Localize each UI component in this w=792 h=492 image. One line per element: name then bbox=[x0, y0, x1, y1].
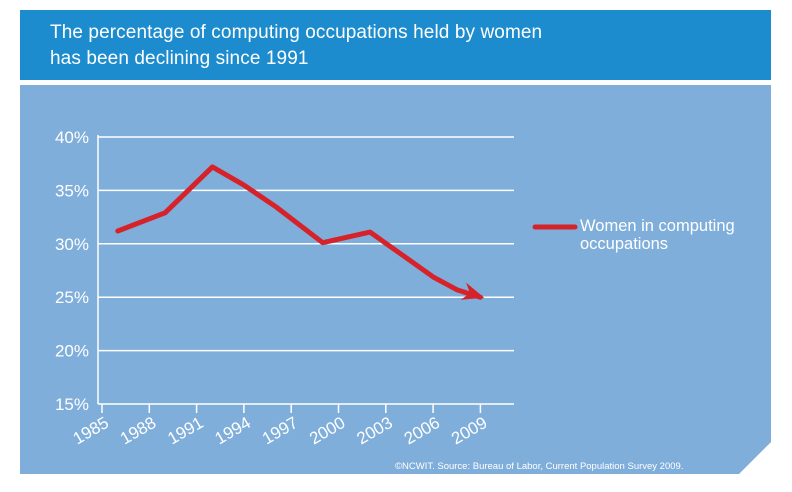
legend-label-line-1: Women in computing bbox=[580, 217, 735, 235]
chart-title-line-2: has been declining since 1991 bbox=[50, 48, 309, 69]
source-note: ©NCWIT. Source: Bureau of Labor, Current… bbox=[395, 461, 684, 472]
y-tick-label: 25% bbox=[55, 288, 89, 307]
series-line bbox=[115, 164, 483, 300]
chart-background bbox=[20, 85, 771, 474]
chart-title-line-1: The percentage of computing occupations … bbox=[50, 22, 543, 43]
y-tick-label: 30% bbox=[55, 235, 89, 254]
legend-label-line-2: occupations bbox=[580, 235, 669, 253]
x-axis-ticks bbox=[101, 404, 482, 413]
series-arrowhead bbox=[460, 282, 485, 300]
y-tick-label: 20% bbox=[55, 342, 89, 361]
grid bbox=[97, 135, 514, 405]
y-tick-label: 40% bbox=[55, 128, 89, 147]
series-layer bbox=[115, 164, 485, 300]
title-bar: The percentage of computing occupations … bbox=[20, 10, 771, 80]
y-tick-label: 15% bbox=[55, 395, 89, 414]
chart-title: The percentage of computing occupations … bbox=[50, 20, 750, 72]
y-axis-labels: 40% 35% 30% 25% 20% 15% bbox=[55, 128, 89, 414]
legend-label: Women in computing occupations bbox=[580, 217, 770, 253]
y-tick-label: 35% bbox=[55, 181, 89, 200]
